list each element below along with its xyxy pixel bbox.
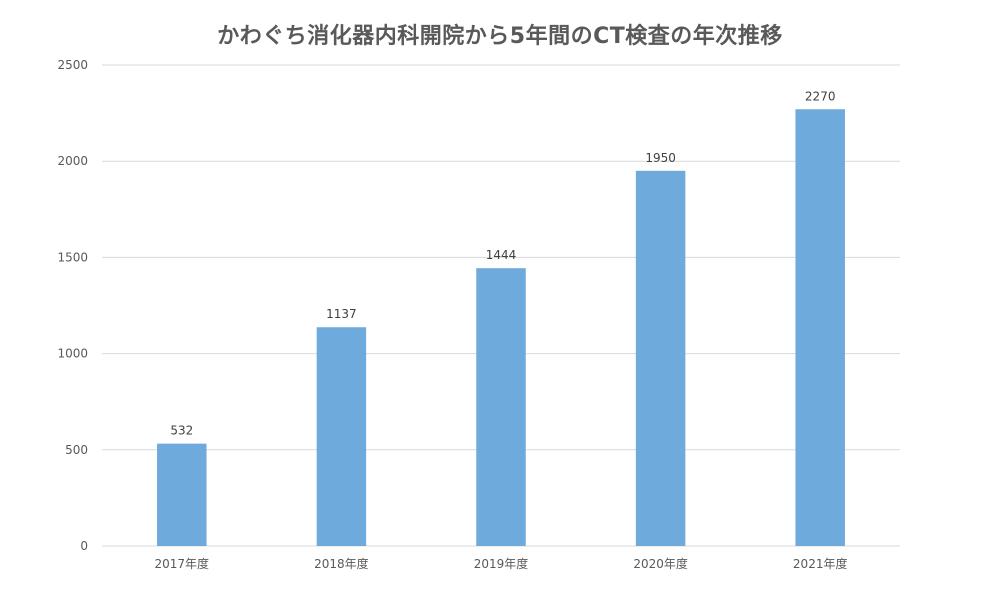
bar bbox=[635, 170, 686, 546]
bar bbox=[157, 443, 207, 546]
chart-title: かわぐち消化器内科開院から5年間のCT検査の年次推移 bbox=[217, 24, 783, 49]
x-tick-label: 2018年度 bbox=[314, 556, 369, 571]
data-label: 1950 bbox=[645, 151, 676, 165]
y-tick-label: 1500 bbox=[57, 250, 88, 264]
x-tick-label: 2021年度 bbox=[793, 556, 848, 571]
y-tick-label: 500 bbox=[65, 443, 88, 457]
x-tick-label: 2020年度 bbox=[633, 556, 688, 571]
data-label: 1444 bbox=[486, 248, 517, 262]
bar bbox=[476, 268, 526, 546]
data-labels: 532 1137 1444 1950 2270 bbox=[170, 89, 835, 437]
y-tick-label: 0 bbox=[80, 539, 88, 553]
x-tick-label: 2017年度 bbox=[155, 556, 210, 571]
x-tick-label: 2019年度 bbox=[474, 556, 529, 571]
bars bbox=[157, 109, 845, 546]
data-label: 532 bbox=[170, 424, 193, 438]
bar bbox=[795, 109, 845, 546]
y-tick-label: 2000 bbox=[57, 154, 88, 168]
y-tick-label: 2500 bbox=[57, 58, 88, 72]
y-axis-ticks: 0 500 1000 1500 2000 2500 bbox=[57, 58, 88, 553]
data-label: 2270 bbox=[805, 89, 836, 103]
x-axis-ticks: 2017年度 2018年度 2019年度 2020年度 2021年度 bbox=[155, 556, 848, 571]
data-label: 1137 bbox=[326, 307, 357, 321]
bar bbox=[316, 327, 367, 546]
y-tick-label: 1000 bbox=[57, 347, 88, 361]
